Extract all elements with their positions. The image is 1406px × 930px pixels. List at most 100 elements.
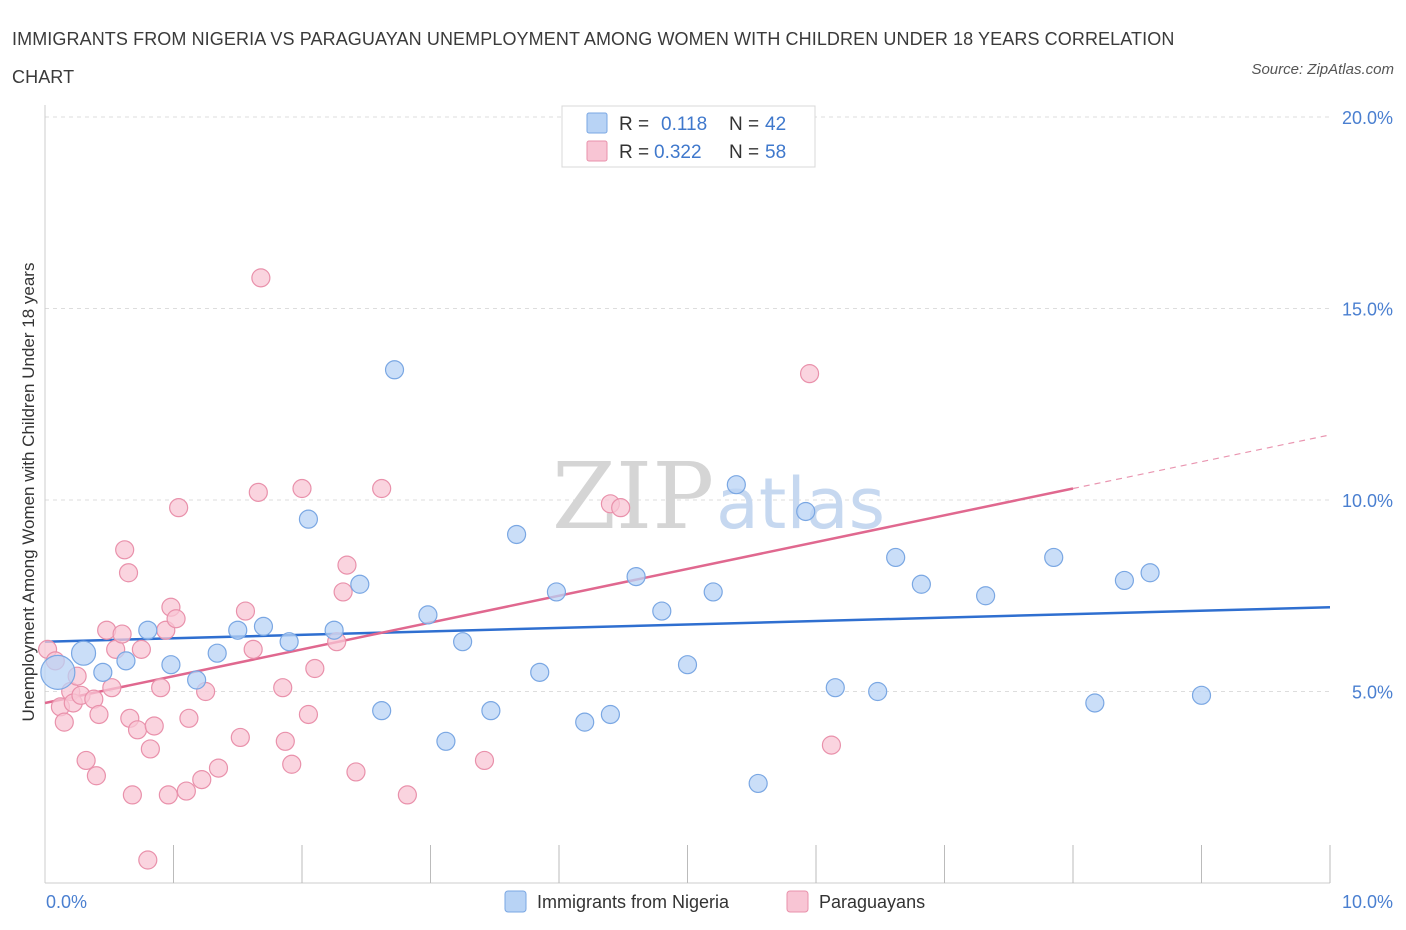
paraguayan-point <box>166 609 186 629</box>
legend-r-value-nigeria: 0.118 <box>661 114 707 135</box>
watermark-zip: ZIP <box>552 443 714 550</box>
nigeria-point <box>825 678 845 698</box>
nigeria-point <box>868 681 888 702</box>
nigeria-point <box>138 620 158 640</box>
nigeria-point <box>70 640 97 666</box>
paraguayan-point <box>89 704 109 725</box>
nigeria-point <box>626 566 646 587</box>
nigeria-point <box>228 620 248 640</box>
paraguayan-point <box>273 678 293 698</box>
axes-layer: 5.0% 10.0% 15.0% 20.0% 0.0% 10.0% <box>44 105 1393 912</box>
legend-n-value-nigeria: 42 <box>765 114 786 135</box>
nigeria-point <box>575 712 595 732</box>
paraguayan-point <box>131 639 151 659</box>
chart-title: IMMIGRANTS FROM NIGERIA VS PARAGUAYAN UN… <box>12 29 1175 87</box>
paraguayan-point <box>821 735 842 755</box>
legend-swatch-nigeria <box>586 112 608 134</box>
nigeria-point <box>350 574 370 594</box>
paraguayan-point <box>176 781 196 801</box>
nigeria-point <box>530 662 550 682</box>
nigeria-point <box>1191 685 1212 705</box>
paraguayan-point <box>158 785 178 805</box>
paraguayan-point <box>282 754 302 774</box>
paraguayan-point <box>102 678 122 698</box>
paraguayan-point <box>122 785 142 805</box>
paraguayan-point <box>192 769 212 790</box>
nigeria-point <box>453 632 473 652</box>
nigeria-point <box>1044 547 1064 568</box>
nigeria-trend-line <box>44 605 1331 643</box>
legend-r-value-paraguayans: 0.322 <box>654 142 702 163</box>
paraguayan-point <box>138 850 158 870</box>
legend-swatch-paraguayans <box>586 140 608 162</box>
series-legend-swatch-nigeria <box>504 890 527 913</box>
nigeria-point <box>726 475 746 495</box>
paraguayan-point <box>298 704 319 725</box>
source-label: Source: ZipAtlas.com <box>1251 61 1394 78</box>
paraguayan-point <box>372 478 392 499</box>
paraguayan-point <box>169 498 189 518</box>
nigeria-point <box>886 547 906 568</box>
paraguayan-point <box>86 766 107 786</box>
paraguayan-point <box>337 555 357 575</box>
paraguayan-point <box>275 731 295 751</box>
paraguayan-point <box>243 639 263 659</box>
paraguayan-point <box>292 478 312 499</box>
nigeria-point <box>298 509 319 529</box>
nigeria-point <box>1085 693 1105 713</box>
nigeria-point <box>796 501 816 522</box>
paraguayan-point <box>118 563 139 583</box>
paraguayan-point <box>305 658 325 679</box>
nigeria-point <box>384 360 405 380</box>
y-tick-label: 15.0% <box>1342 300 1393 320</box>
nigeria-point <box>253 616 274 636</box>
nigeria-point <box>116 651 136 671</box>
paraguayan-point <box>611 498 631 518</box>
points-layer <box>37 268 1212 870</box>
paraguayan-point <box>144 716 164 736</box>
nigeria-point <box>436 731 456 751</box>
series-legend-label-nigeria: Immigrants from Nigeria <box>537 892 730 912</box>
paraguayan-point <box>248 482 268 502</box>
paraguayan-point <box>251 268 271 288</box>
paraguayan-point <box>346 762 366 782</box>
nigeria-point <box>418 605 438 625</box>
paraguayan-point <box>112 624 132 644</box>
paraguayan-point <box>140 739 160 759</box>
grid-layer <box>45 116 1330 692</box>
paraguayan-point <box>115 540 135 560</box>
paraguayan-point <box>397 785 417 805</box>
x-tick-label-min: 0.0% <box>46 892 87 912</box>
paraguayan-point <box>474 750 495 771</box>
nigeria-point <box>324 620 344 640</box>
paraguayan-point <box>208 758 229 778</box>
paraguayan-point <box>54 712 74 732</box>
paraguayan-point <box>151 678 171 698</box>
watermark: ZIP atlas <box>552 443 885 550</box>
correlation-legend: R = 0.118 N = 42 R = 0.322 N = 58 <box>561 105 816 168</box>
nigeria-point <box>207 643 227 663</box>
nigeria-point <box>187 670 207 690</box>
y-tick-label: 10.0% <box>1342 491 1393 511</box>
nigeria-point <box>506 524 527 545</box>
paraguayan-point <box>76 750 96 771</box>
nigeria-point <box>1140 563 1160 583</box>
paraguayan-point <box>799 364 820 384</box>
paraguayan-point <box>235 601 256 621</box>
nigeria-point <box>677 655 698 675</box>
x-tick-label-max: 10.0% <box>1342 892 1393 912</box>
paraguayan-point <box>179 708 199 728</box>
nigeria-point <box>600 704 621 725</box>
nigeria-point <box>1114 570 1135 591</box>
series-legend: Immigrants from Nigeria Paraguayans <box>504 890 925 913</box>
nigeria-point <box>703 582 723 602</box>
nigeria-point <box>748 773 768 794</box>
series-legend-swatch-paraguayans <box>786 890 809 913</box>
legend-n-value-paraguayans: 58 <box>765 142 786 163</box>
legend-n-label-nigeria: N = <box>729 114 759 135</box>
nigeria-point <box>911 574 931 594</box>
nigeria-point <box>976 586 996 606</box>
series-legend-label-paraguayans: Paraguayans <box>819 892 925 912</box>
y-tick-label: 20.0% <box>1342 108 1393 128</box>
